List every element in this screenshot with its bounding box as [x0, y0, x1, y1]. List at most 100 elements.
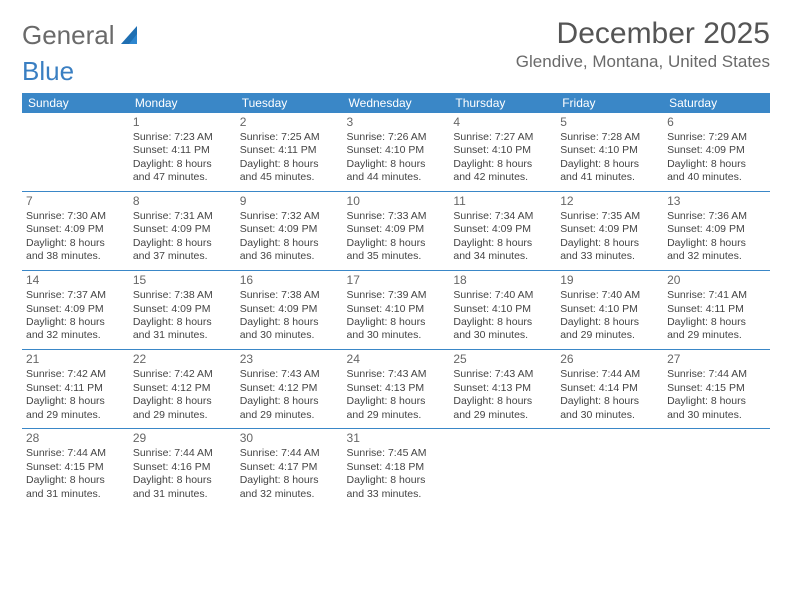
- dow-fri: Friday: [556, 93, 663, 113]
- daylight-line: Daylight: 8 hours: [240, 395, 339, 408]
- daylight-line: and 41 minutes.: [560, 171, 659, 184]
- sunrise-line: Sunrise: 7:25 AM: [240, 131, 339, 144]
- day-number: 19: [560, 273, 659, 288]
- sunrise-line: Sunrise: 7:42 AM: [26, 368, 125, 381]
- sunset-line: Sunset: 4:12 PM: [133, 382, 232, 395]
- daylight-line: and 33 minutes.: [560, 250, 659, 263]
- day-cell: 22Sunrise: 7:42 AMSunset: 4:12 PMDayligh…: [129, 350, 236, 429]
- daylight-line: and 29 minutes.: [133, 409, 232, 422]
- day-cell: 26Sunrise: 7:44 AMSunset: 4:14 PMDayligh…: [556, 350, 663, 429]
- sunset-line: Sunset: 4:10 PM: [560, 144, 659, 157]
- day-cell: 14Sunrise: 7:37 AMSunset: 4:09 PMDayligh…: [22, 271, 129, 350]
- calendar-table: Sunday Monday Tuesday Wednesday Thursday…: [22, 93, 770, 508]
- week-row: 7Sunrise: 7:30 AMSunset: 4:09 PMDaylight…: [22, 192, 770, 271]
- daylight-line: Daylight: 8 hours: [453, 237, 552, 250]
- sunrise-line: Sunrise: 7:40 AM: [560, 289, 659, 302]
- day-number: 7: [26, 194, 125, 209]
- week-row: 14Sunrise: 7:37 AMSunset: 4:09 PMDayligh…: [22, 271, 770, 350]
- day-number: 21: [26, 352, 125, 367]
- daylight-line: Daylight: 8 hours: [667, 316, 766, 329]
- daylight-line: and 30 minutes.: [453, 329, 552, 342]
- calendar-page: General December 2025 Glendive, Montana,…: [0, 0, 792, 517]
- daylight-line: and 32 minutes.: [26, 329, 125, 342]
- day-number: 3: [347, 115, 446, 130]
- day-cell: 1Sunrise: 7:23 AMSunset: 4:11 PMDaylight…: [129, 113, 236, 192]
- brand-logo: General: [22, 18, 145, 51]
- day-number: 29: [133, 431, 232, 446]
- sunset-line: Sunset: 4:11 PM: [26, 382, 125, 395]
- daylight-line: and 34 minutes.: [453, 250, 552, 263]
- sunrise-line: Sunrise: 7:38 AM: [133, 289, 232, 302]
- sunrise-line: Sunrise: 7:32 AM: [240, 210, 339, 223]
- daylight-line: Daylight: 8 hours: [347, 395, 446, 408]
- daylight-line: Daylight: 8 hours: [347, 237, 446, 250]
- sunset-line: Sunset: 4:10 PM: [560, 303, 659, 316]
- sunrise-line: Sunrise: 7:26 AM: [347, 131, 446, 144]
- day-cell: 10Sunrise: 7:33 AMSunset: 4:09 PMDayligh…: [343, 192, 450, 271]
- sunrise-line: Sunrise: 7:44 AM: [240, 447, 339, 460]
- daylight-line: Daylight: 8 hours: [26, 474, 125, 487]
- sunset-line: Sunset: 4:16 PM: [133, 461, 232, 474]
- calendar-body: 1Sunrise: 7:23 AMSunset: 4:11 PMDaylight…: [22, 113, 770, 508]
- daylight-line: Daylight: 8 hours: [133, 158, 232, 171]
- sunset-line: Sunset: 4:12 PM: [240, 382, 339, 395]
- daylight-line: and 30 minutes.: [240, 329, 339, 342]
- daylight-line: and 29 minutes.: [667, 329, 766, 342]
- day-cell: 31Sunrise: 7:45 AMSunset: 4:18 PMDayligh…: [343, 429, 450, 507]
- week-row: 21Sunrise: 7:42 AMSunset: 4:11 PM Dayligh…: [22, 350, 770, 429]
- day-cell: 25Sunrise: 7:43 AMSunset: 4:13 PMDayligh…: [449, 350, 556, 429]
- day-number: 17: [347, 273, 446, 288]
- daylight-line: Daylight: 8 hours: [560, 316, 659, 329]
- sunset-line: Sunset: 4:09 PM: [240, 303, 339, 316]
- sunrise-line: Sunrise: 7:44 AM: [26, 447, 125, 460]
- day-cell: 30Sunrise: 7:44 AMSunset: 4:17 PMDayligh…: [236, 429, 343, 507]
- daylight-line: Daylight: 8 hours: [26, 316, 125, 329]
- day-number: 2: [240, 115, 339, 130]
- sunset-line: Sunset: 4:09 PM: [453, 223, 552, 236]
- sunrise-line: Sunrise: 7:43 AM: [347, 368, 446, 381]
- day-cell: 8Sunrise: 7:31 AMSunset: 4:09 PMDaylight…: [129, 192, 236, 271]
- daylight-line: and 30 minutes.: [347, 329, 446, 342]
- sunset-line: Sunset: 4:18 PM: [347, 461, 446, 474]
- daylight-line: and 37 minutes.: [133, 250, 232, 263]
- day-cell: 13Sunrise: 7:36 AMSunset: 4:09 PMDayligh…: [663, 192, 770, 271]
- brand-part2: Blue: [22, 56, 74, 87]
- month-title: December 2025: [516, 18, 770, 50]
- day-number: 6: [667, 115, 766, 130]
- daylight-line: and 36 minutes.: [240, 250, 339, 263]
- daylight-line: and 29 minutes.: [347, 409, 446, 422]
- daylight-line: Daylight: 8 hours: [453, 316, 552, 329]
- daylight-line: and 30 minutes.: [667, 409, 766, 422]
- day-number: 9: [240, 194, 339, 209]
- sunset-line: Sunset: 4:09 PM: [26, 223, 125, 236]
- sunset-line: Sunset: 4:13 PM: [347, 382, 446, 395]
- day-number: 8: [133, 194, 232, 209]
- daylight-line: and 35 minutes.: [347, 250, 446, 263]
- sunrise-line: Sunrise: 7:36 AM: [667, 210, 766, 223]
- day-number: 16: [240, 273, 339, 288]
- daylight-line: Daylight: 8 hours: [133, 237, 232, 250]
- day-number: 24: [347, 352, 446, 367]
- day-cell: 15Sunrise: 7:38 AMSunset: 4:09 PMDayligh…: [129, 271, 236, 350]
- daylight-line: and 42 minutes.: [453, 171, 552, 184]
- daylight-line: and 40 minutes.: [667, 171, 766, 184]
- sunset-line: Sunset: 4:09 PM: [560, 223, 659, 236]
- sunrise-line: Sunrise: 7:39 AM: [347, 289, 446, 302]
- day-number: 5: [560, 115, 659, 130]
- day-number: 26: [560, 352, 659, 367]
- day-cell: 20Sunrise: 7:41 AMSunset: 4:11 PMDayligh…: [663, 271, 770, 350]
- daylight-line: Daylight: 8 hours: [240, 316, 339, 329]
- sunset-line: Sunset: 4:11 PM: [240, 144, 339, 157]
- day-number: 20: [667, 273, 766, 288]
- daylight-line: Daylight: 8 hours: [667, 237, 766, 250]
- day-cell: 16Sunrise: 7:38 AMSunset: 4:09 PMDayligh…: [236, 271, 343, 350]
- sunrise-line: Sunrise: 7:44 AM: [133, 447, 232, 460]
- sunset-line: Sunset: 4:09 PM: [347, 223, 446, 236]
- dow-tue: Tuesday: [236, 93, 343, 113]
- daylight-line: Daylight: 8 hours: [453, 395, 552, 408]
- sunrise-line: Sunrise: 7:33 AM: [347, 210, 446, 223]
- day-cell: 5Sunrise: 7:28 AMSunset: 4:10 PMDaylight…: [556, 113, 663, 192]
- sunset-line: Sunset: 4:10 PM: [347, 303, 446, 316]
- day-number: 12: [560, 194, 659, 209]
- daylight-line: Daylight: 8 hours: [133, 395, 232, 408]
